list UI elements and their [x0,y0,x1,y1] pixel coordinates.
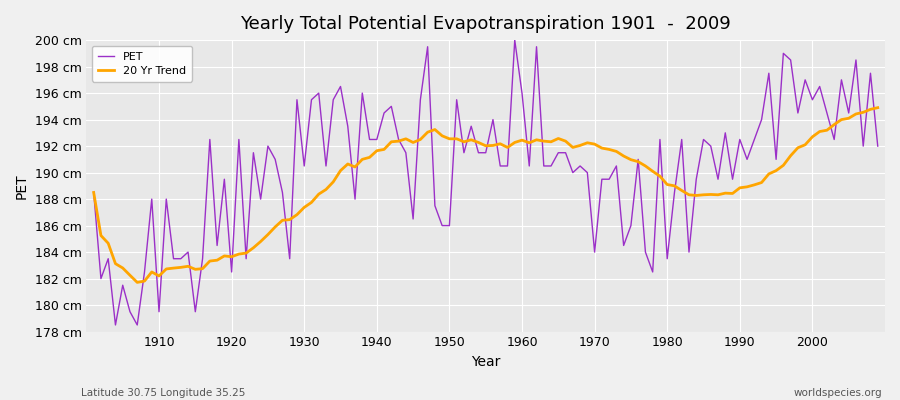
PET [357,91,368,96]
Legend: PET, 20 Yr Trend: PET, 20 Yr Trend [92,46,192,82]
20 Yr Trend [88,190,99,195]
PET [313,91,324,96]
Y-axis label: PET: PET [15,173,29,199]
20 Yr Trend [313,192,324,196]
20 Yr Trend [872,105,883,110]
Text: Latitude 30.75 Longitude 35.25: Latitude 30.75 Longitude 35.25 [81,388,246,398]
Line: PET: PET [94,40,878,325]
Line: 20 Yr Trend: 20 Yr Trend [94,108,878,282]
PET [618,243,629,248]
PET [524,164,535,168]
20 Yr Trend [154,274,165,278]
PET [88,190,99,195]
PET [110,322,121,327]
PET [154,309,165,314]
20 Yr Trend [131,280,142,285]
PET [509,38,520,42]
Title: Yearly Total Potential Evapotranspiration 1901  -  2009: Yearly Total Potential Evapotranspiratio… [240,15,731,33]
20 Yr Trend [357,157,368,162]
PET [531,44,542,49]
20 Yr Trend [611,149,622,154]
PET [872,144,883,148]
20 Yr Trend [524,140,535,145]
Text: worldspecies.org: worldspecies.org [794,388,882,398]
X-axis label: Year: Year [471,355,500,369]
20 Yr Trend [517,138,527,142]
